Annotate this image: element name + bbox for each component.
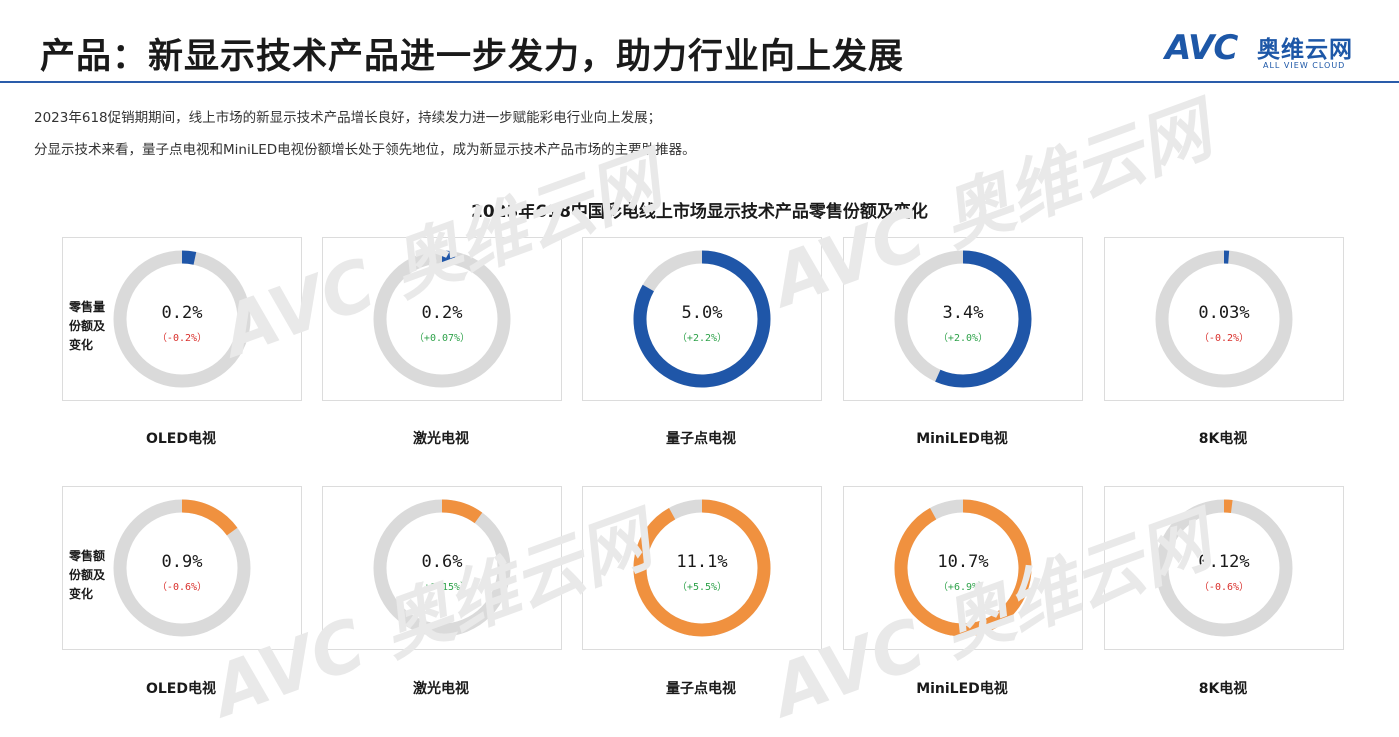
donut-panel: 10.7% （+6.9%） — [843, 486, 1083, 650]
donut-value-arc — [442, 506, 478, 518]
donut-panel: 5.0% （+2.2%） — [582, 237, 822, 401]
donut-panel: 0.2% （+0.07%） — [322, 237, 562, 401]
series-label: 零售额份额及变化 — [69, 547, 113, 604]
series-label: 零售量份额及变化 — [69, 298, 113, 355]
share-change: （+2.2%） — [583, 329, 821, 344]
donut-panel: 0.2%（-0.2%）零售量份额及变化 — [62, 237, 302, 401]
logo-name-en: ALL VIEW CLOUD — [1263, 61, 1345, 70]
share-change: （+0.07%） — [323, 329, 561, 344]
share-value: 0.12% — [1105, 552, 1343, 572]
category-label: 量子点电视 — [582, 428, 820, 448]
donut-panel: 0.6% （+0.15%） — [322, 486, 562, 650]
share-change: （-0.2%） — [1105, 329, 1343, 344]
logo-mark: AVC — [1165, 28, 1237, 68]
share-value: 11.1% — [583, 552, 821, 572]
share-change: （+2.0%） — [844, 329, 1082, 344]
logo: AVC 奥维云网 ALL VIEW CLOUD — [1165, 28, 1385, 74]
category-label: OLED电视 — [62, 428, 300, 448]
category-label: 激光电视 — [322, 678, 560, 698]
donut-panel: 11.1% （+5.5%） — [582, 486, 822, 650]
share-value: 10.7% — [844, 552, 1082, 572]
header-divider — [0, 81, 1399, 83]
share-change: （+0.15%） — [323, 578, 561, 593]
share-value: 0.6% — [323, 552, 561, 572]
share-change: （+5.5%） — [583, 578, 821, 593]
share-change: （+6.9%） — [844, 578, 1082, 593]
donut-panel: 0.9%（-0.6%）零售额份额及变化 — [62, 486, 302, 650]
category-label: OLED电视 — [62, 678, 300, 698]
category-label: MiniLED电视 — [843, 428, 1081, 448]
donut-panel: 0.03% （-0.2%） — [1104, 237, 1344, 401]
donut-panel: 3.4% （+2.0%） — [843, 237, 1083, 401]
description-line-1: 2023年618促销期期间，线上市场的新显示技术产品增长良好，持续发力进一步赋能… — [34, 106, 661, 126]
share-value: 0.03% — [1105, 303, 1343, 323]
share-value: 0.2% — [323, 303, 561, 323]
donut-value-arc — [182, 257, 195, 258]
share-value: 5.0% — [583, 303, 821, 323]
share-change: （-0.6%） — [1105, 578, 1343, 593]
page-title: 产品：新显示技术产品进一步发力，助力行业向上发展 — [40, 28, 904, 79]
description-line-2: 分显示技术来看，量子点电视和MiniLED电视份额增长处于领先地位，成为新显示技… — [34, 138, 696, 158]
chart-title: 2023年618中国彩电线上市场显示技术产品零售份额及变化 — [0, 197, 1399, 222]
category-label: 量子点电视 — [582, 678, 820, 698]
category-label: MiniLED电视 — [843, 678, 1081, 698]
category-label: 激光电视 — [322, 428, 560, 448]
share-value: 3.4% — [844, 303, 1082, 323]
category-label: 8K电视 — [1104, 428, 1342, 448]
donut-panel: 0.12% （-0.6%） — [1104, 486, 1344, 650]
donut-value-arc — [182, 506, 232, 532]
category-label: 8K电视 — [1104, 678, 1342, 698]
donut-value-arc — [442, 257, 455, 258]
logo-name-cn: 奥维云网 — [1257, 30, 1353, 64]
